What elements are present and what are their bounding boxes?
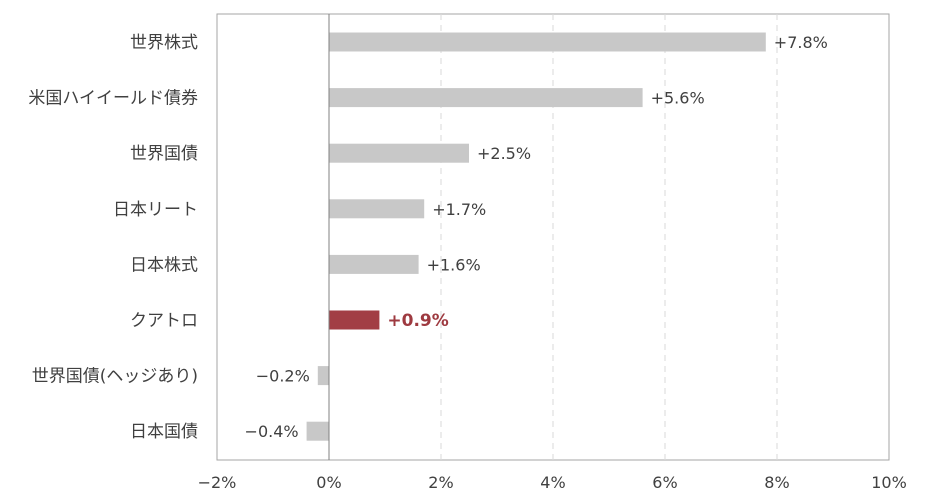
data-labels: +7.8% +5.6% +2.5% +1.7% +1.6% +0.9% −0.2% −0.4% xyxy=(245,33,828,441)
category-label-1: 米国ハイイールド債券 xyxy=(28,89,198,109)
category-label-3: 日本リート xyxy=(113,200,198,220)
category-label-7: 日本国債 xyxy=(130,422,198,442)
data-label-0: +7.8% xyxy=(774,33,828,52)
bar-2 xyxy=(329,143,469,163)
bars xyxy=(306,32,766,441)
x-tick-label-3: 4% xyxy=(540,473,565,492)
data-label-7: −0.4% xyxy=(245,422,299,441)
bar-7 xyxy=(306,421,329,441)
category-label-5: クアトロ xyxy=(130,311,198,331)
bar-6 xyxy=(317,366,329,386)
x-tick-labels: −2% 0% 2% 4% 6% 8% 10% xyxy=(198,473,907,492)
data-label-3: +1.7% xyxy=(432,200,486,219)
data-label-1: +5.6% xyxy=(651,89,705,108)
data-label-5: +0.9% xyxy=(387,311,448,331)
data-label-2: +2.5% xyxy=(477,144,531,163)
bar-4 xyxy=(329,254,419,274)
bar-3 xyxy=(329,199,425,219)
x-tick-label-1: 0% xyxy=(316,473,341,492)
data-label-4: +1.6% xyxy=(427,255,481,274)
x-tick-label-6: 10% xyxy=(871,473,907,492)
category-label-4: 日本株式 xyxy=(130,255,198,275)
x-tick-label-4: 6% xyxy=(652,473,677,492)
x-tick-label-2: 2% xyxy=(428,473,453,492)
x-tick-label-0: −2% xyxy=(198,473,237,492)
x-tick-label-5: 8% xyxy=(764,473,789,492)
category-labels: 世界株式米国ハイイールド債券世界国債日本リート日本株式クアトロ世界国債(ヘッジあ… xyxy=(28,33,198,442)
bar-5 xyxy=(329,310,380,330)
gridlines xyxy=(440,14,778,460)
category-label-2: 世界国債 xyxy=(130,144,198,164)
bar-0 xyxy=(329,32,766,52)
category-label-6: 世界国債(ヘッジあり) xyxy=(32,367,198,387)
category-label-0: 世界株式 xyxy=(130,33,198,53)
bar-1 xyxy=(329,88,643,108)
data-label-6: −0.2% xyxy=(256,367,310,386)
